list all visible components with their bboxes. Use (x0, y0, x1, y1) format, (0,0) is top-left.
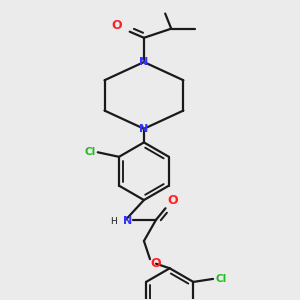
Text: N: N (139, 57, 148, 67)
Text: O: O (111, 19, 122, 32)
Text: H: H (110, 217, 117, 226)
Text: O: O (151, 257, 161, 270)
Text: O: O (167, 194, 178, 206)
Text: Cl: Cl (85, 147, 96, 157)
Text: Cl: Cl (215, 274, 226, 284)
Text: N: N (139, 124, 148, 134)
Text: N: N (123, 216, 132, 226)
